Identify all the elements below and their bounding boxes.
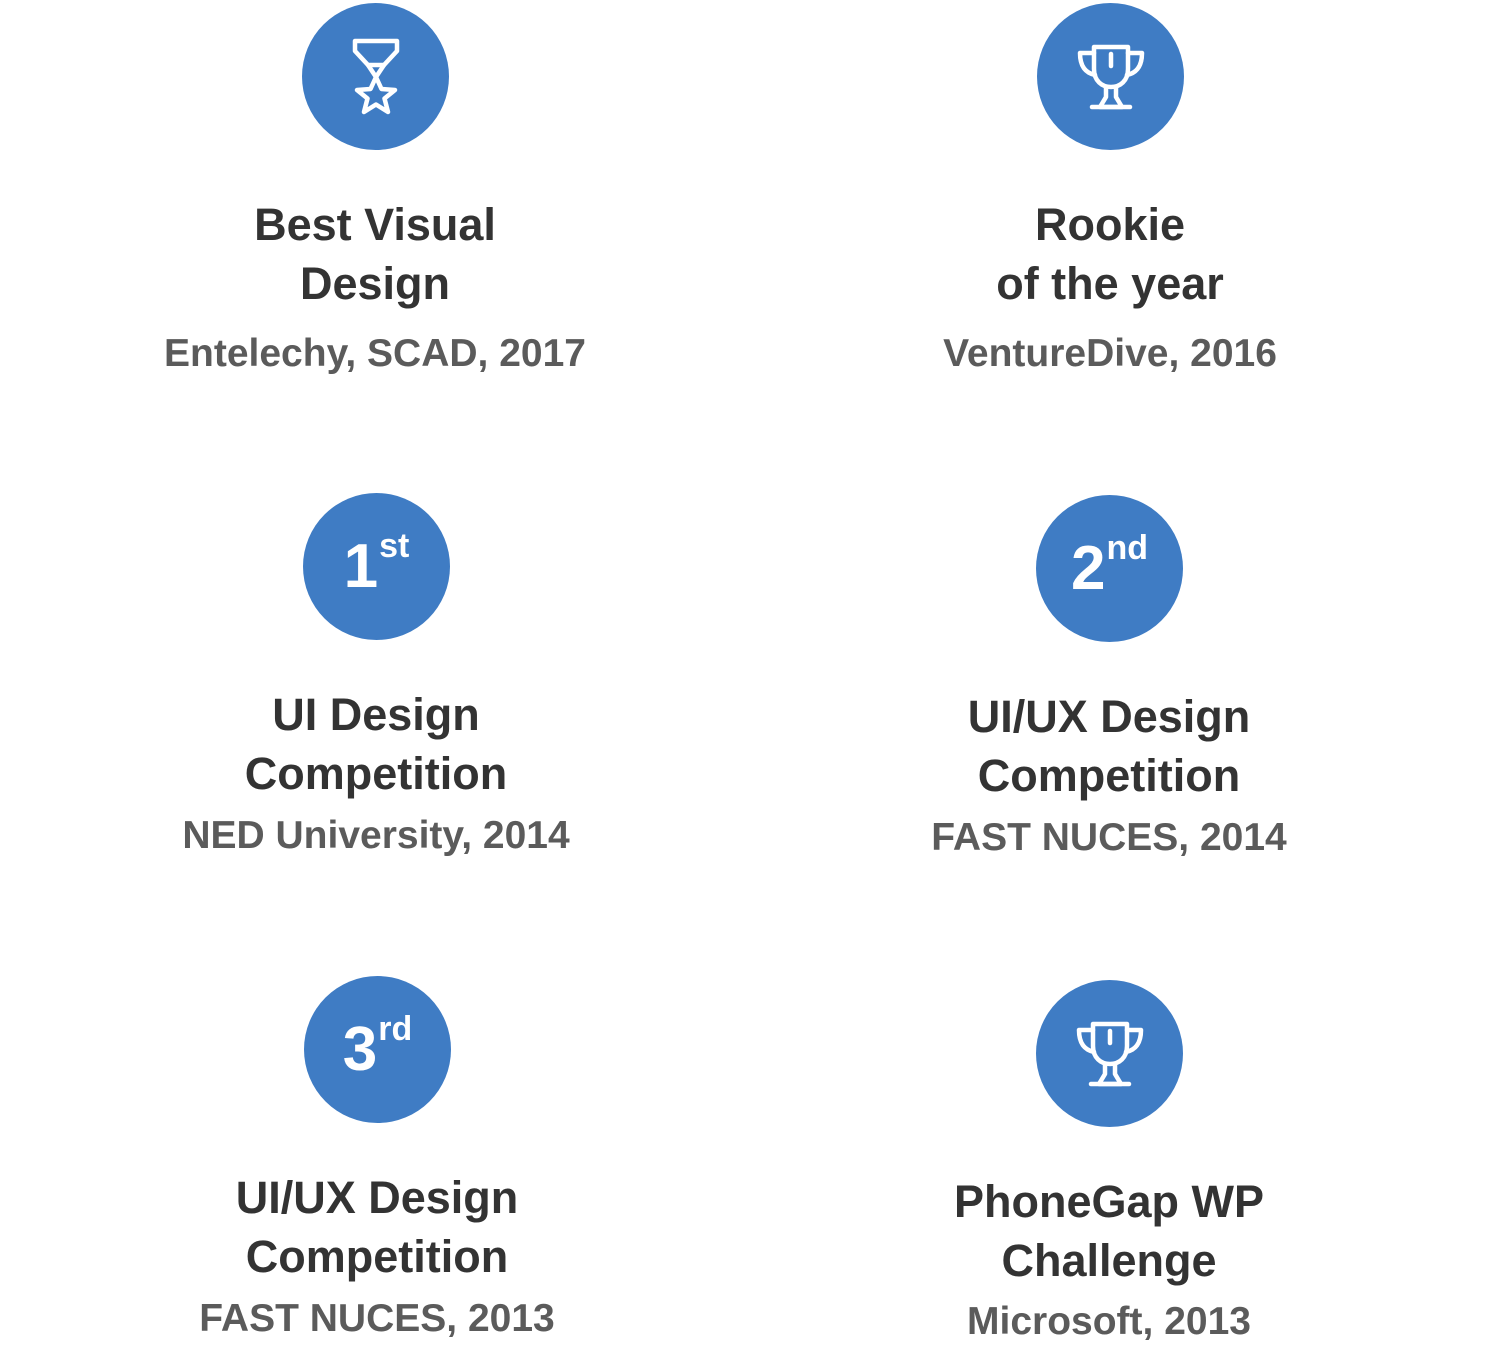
award-title: PhoneGap WP Challenge <box>829 1172 1389 1290</box>
award-title-line: Rookie <box>1034 199 1186 250</box>
award-title: UI/UX Design Competition <box>829 687 1389 805</box>
award-organization: FAST NUCES, 2014 <box>931 816 1287 859</box>
award-title-line: UI/UX Design <box>967 691 1251 742</box>
award-title: Rookie of the year <box>830 195 1390 313</box>
award-badge: 3rd <box>304 976 451 1123</box>
trophy-icon <box>1076 1021 1143 1086</box>
rank-number: 3 <box>342 1014 378 1084</box>
rank-suffix: rd <box>378 1009 413 1048</box>
award-title-line: Challenge <box>1001 1235 1217 1286</box>
award-organization: Entelechy, SCAD, 2017 <box>164 332 586 375</box>
trophy-icon <box>1077 44 1144 109</box>
rank-label: 3rd <box>343 1012 412 1081</box>
award-organization: Microsoft, 2013 <box>967 1300 1251 1343</box>
award-organization: VentureDive, 2016 <box>943 332 1277 375</box>
award-title-line: Competition <box>244 748 508 799</box>
award-title-line: Competition <box>977 750 1241 801</box>
award-badge <box>302 3 449 150</box>
rank-label: 2nd <box>1071 531 1148 600</box>
award-badge <box>1037 3 1184 150</box>
award-title-line: of the year <box>996 258 1224 309</box>
award-badge <box>1036 980 1183 1127</box>
rank-suffix: nd <box>1106 528 1149 567</box>
award-title: UI Design Competition <box>96 685 656 803</box>
award-title-line: UI Design <box>272 689 480 740</box>
award-organization: FAST NUCES, 2013 <box>199 1297 555 1340</box>
award-title-line: UI/UX Design <box>235 1172 519 1223</box>
rank-number: 2 <box>1070 533 1106 603</box>
award-title-line: Best Visual <box>254 199 496 250</box>
award-title: UI/UX Design Competition <box>97 1168 657 1286</box>
rank-label: 1st <box>344 529 410 598</box>
rank-number: 1 <box>343 531 379 601</box>
award-badge: 2nd <box>1036 495 1183 642</box>
award-title-line: Design <box>299 258 451 309</box>
award-title-line: PhoneGap WP <box>953 1176 1264 1227</box>
award-title: Best Visual Design <box>95 195 655 313</box>
rank-suffix: st <box>379 526 410 565</box>
award-badge: 1st <box>303 493 450 640</box>
award-organization: NED University, 2014 <box>182 814 570 857</box>
award-title-line: Competition <box>245 1231 509 1282</box>
medal-star-icon <box>352 38 399 114</box>
